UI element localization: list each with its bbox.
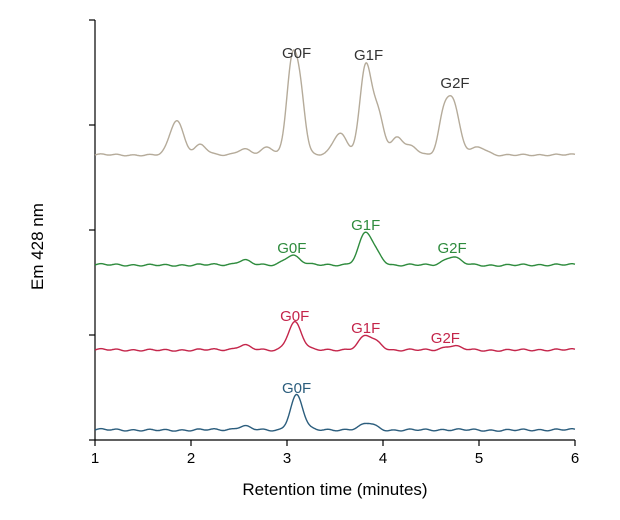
peak-label: G0F <box>280 308 309 325</box>
chart-svg <box>0 0 620 520</box>
peak-label: G1F <box>351 320 380 337</box>
trace-green <box>95 232 575 266</box>
x-tick-label: 2 <box>187 450 195 467</box>
trace-blue <box>95 395 575 432</box>
y-axis-label: Em 428 nm <box>28 170 48 290</box>
x-tick-label: 5 <box>475 450 483 467</box>
peak-label: G2F <box>431 330 460 347</box>
peak-label: G0F <box>277 240 306 257</box>
peak-label: G0F <box>282 380 311 397</box>
peak-label: G1F <box>354 47 383 64</box>
x-tick-label: 6 <box>571 450 579 467</box>
peak-label: G2F <box>440 75 469 92</box>
axes <box>95 20 575 440</box>
chromatogram-chart: Em 428 nm Retention time (minutes) 1 2 3 4 5… <box>0 0 620 520</box>
peak-label: G0F <box>282 45 311 62</box>
peak-label: G2F <box>438 240 467 257</box>
peak-label: G1F <box>351 217 380 234</box>
x-tick-label: 3 <box>283 450 291 467</box>
x-axis-label: Retention time (minutes) <box>95 480 575 500</box>
trace-red <box>95 322 575 352</box>
x-tick-label: 1 <box>91 450 99 467</box>
trace-tan <box>95 50 575 156</box>
x-tick-label: 4 <box>379 450 387 467</box>
